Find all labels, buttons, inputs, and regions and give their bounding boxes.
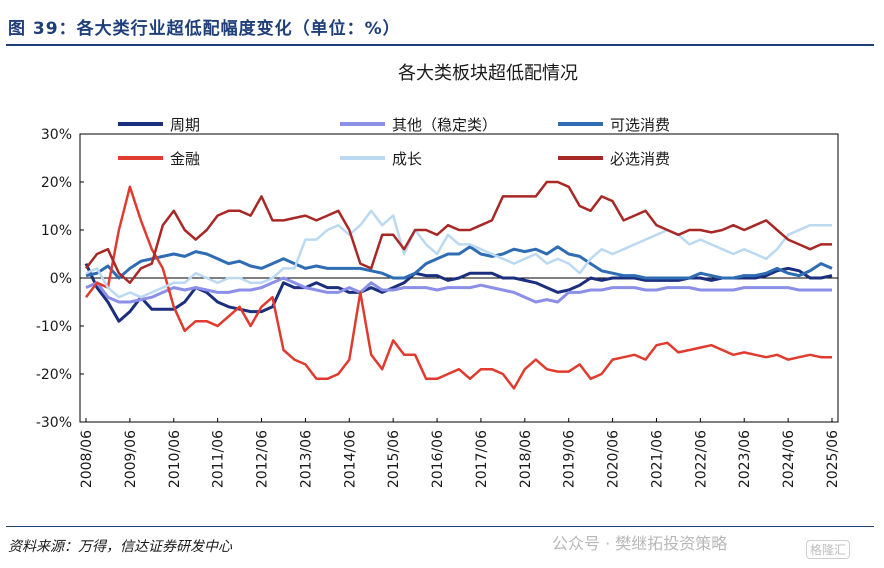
legend-label-1: 其他（稳定类） [392, 116, 497, 134]
x-axis: 2008/06 2009/06 2010/06 2011/06 2012/06 2013/… [79, 418, 841, 488]
legend-label-0: 周期 [170, 116, 200, 134]
x-tick-label: 2015/06 [386, 430, 402, 488]
x-tick-label: 2009/06 [123, 430, 139, 488]
y-tick-label: -30% [36, 415, 72, 431]
chart-title: 各大类板块超低配情况 [398, 63, 578, 84]
x-tick-label: 2019/06 [562, 430, 578, 488]
series-line-3 [85, 185, 832, 390]
logo-badge: 格隆汇 [806, 540, 851, 559]
series-lines [84, 180, 833, 390]
y-tick-label: -10% [36, 319, 72, 335]
plot-frame [79, 133, 839, 423]
series-line-2 [85, 245, 833, 280]
series-line-0 [84, 262, 833, 323]
y-tick-label: 20% [41, 175, 72, 191]
watermark: 公众号 · 樊继拓投资策略 [552, 534, 728, 553]
x-tick-label: 2022/06 [693, 430, 709, 488]
x-tick-label: 2020/06 [606, 430, 622, 488]
series-line-1 [85, 276, 832, 304]
x-tick-label: 2012/06 [255, 430, 271, 488]
legend-label-4: 成长 [392, 150, 422, 168]
x-tick-label: 2013/06 [298, 430, 314, 488]
x-tick-label: 2016/06 [430, 430, 446, 488]
legend-label-2: 可选消费 [610, 116, 670, 134]
y-tick-label: -20% [36, 367, 72, 383]
x-tick-label: 2017/06 [474, 430, 490, 488]
x-tick-label: 2018/06 [518, 430, 534, 488]
legend-label-5: 必选消费 [610, 150, 670, 168]
y-tick-label: 30% [41, 127, 72, 143]
x-tick-label: 2008/06 [79, 430, 95, 488]
title-divider [6, 44, 874, 46]
figure-title: 图 39：各大类行业超低配幅度变化（单位：%） [8, 19, 401, 39]
x-tick-label: 2021/06 [649, 430, 665, 488]
series-line-5 [85, 180, 832, 285]
x-tick-label: 2025/06 [825, 430, 841, 488]
source-note: 资料来源：万得，信达证券研发中心 [8, 539, 232, 555]
y-tick-label: 10% [41, 223, 72, 239]
x-tick-label: 2023/06 [737, 430, 753, 488]
series-line-4 [85, 209, 832, 299]
y-tick-label: 0% [50, 271, 72, 287]
source-divider [6, 526, 874, 527]
x-tick-label: 2014/06 [342, 430, 358, 488]
x-tick-label: 2011/06 [211, 430, 227, 488]
x-tick-label: 2010/06 [167, 430, 183, 488]
x-tick-label: 2024/06 [781, 430, 797, 488]
legend-label-3: 金融 [170, 150, 200, 168]
